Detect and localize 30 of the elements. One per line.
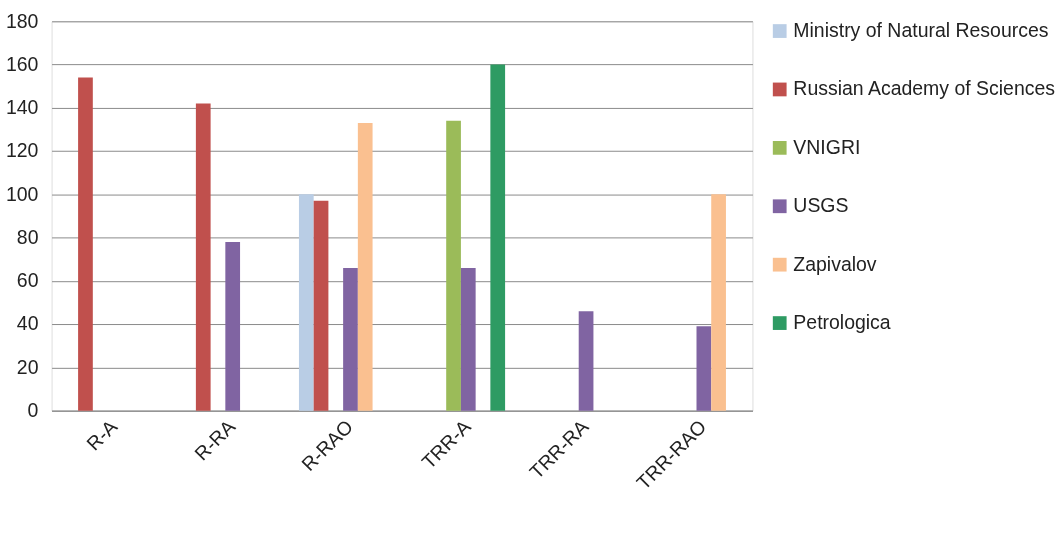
bar: [195, 103, 211, 411]
y-tick-label: 100: [5, 182, 39, 205]
bar: [460, 267, 476, 411]
legend-label: USGS: [793, 194, 849, 217]
bar: [225, 241, 241, 411]
legend-label: Russian Academy of Sciences: [793, 77, 1056, 100]
bar: [298, 194, 314, 411]
legend-label: Zapivalov: [793, 252, 877, 275]
bar: [696, 326, 712, 411]
y-tick-label: 160: [5, 52, 39, 75]
y-tick-label: 0: [27, 399, 39, 422]
legend-label: VNIGRI: [793, 135, 861, 158]
y-tick-label: 20: [16, 355, 39, 378]
y-tick-label: 80: [16, 225, 39, 248]
x-tick-label: R-A: [82, 415, 122, 455]
bar: [446, 120, 461, 411]
y-tick-label: 140: [5, 96, 39, 119]
bar: [711, 194, 726, 411]
bar: [490, 64, 506, 411]
bar: [313, 200, 329, 411]
bar: [78, 77, 93, 411]
legend-label: Petrologica: [793, 310, 891, 333]
y-tick-label: 40: [16, 312, 39, 335]
bar: [578, 311, 594, 411]
y-tick-label: 180: [5, 9, 39, 32]
bar: [357, 122, 373, 411]
y-tick-label: 120: [5, 139, 39, 162]
legend-label: Ministry of Natural Resources: [793, 18, 1049, 41]
y-tick-label: 60: [16, 269, 39, 292]
bar: [343, 267, 358, 411]
